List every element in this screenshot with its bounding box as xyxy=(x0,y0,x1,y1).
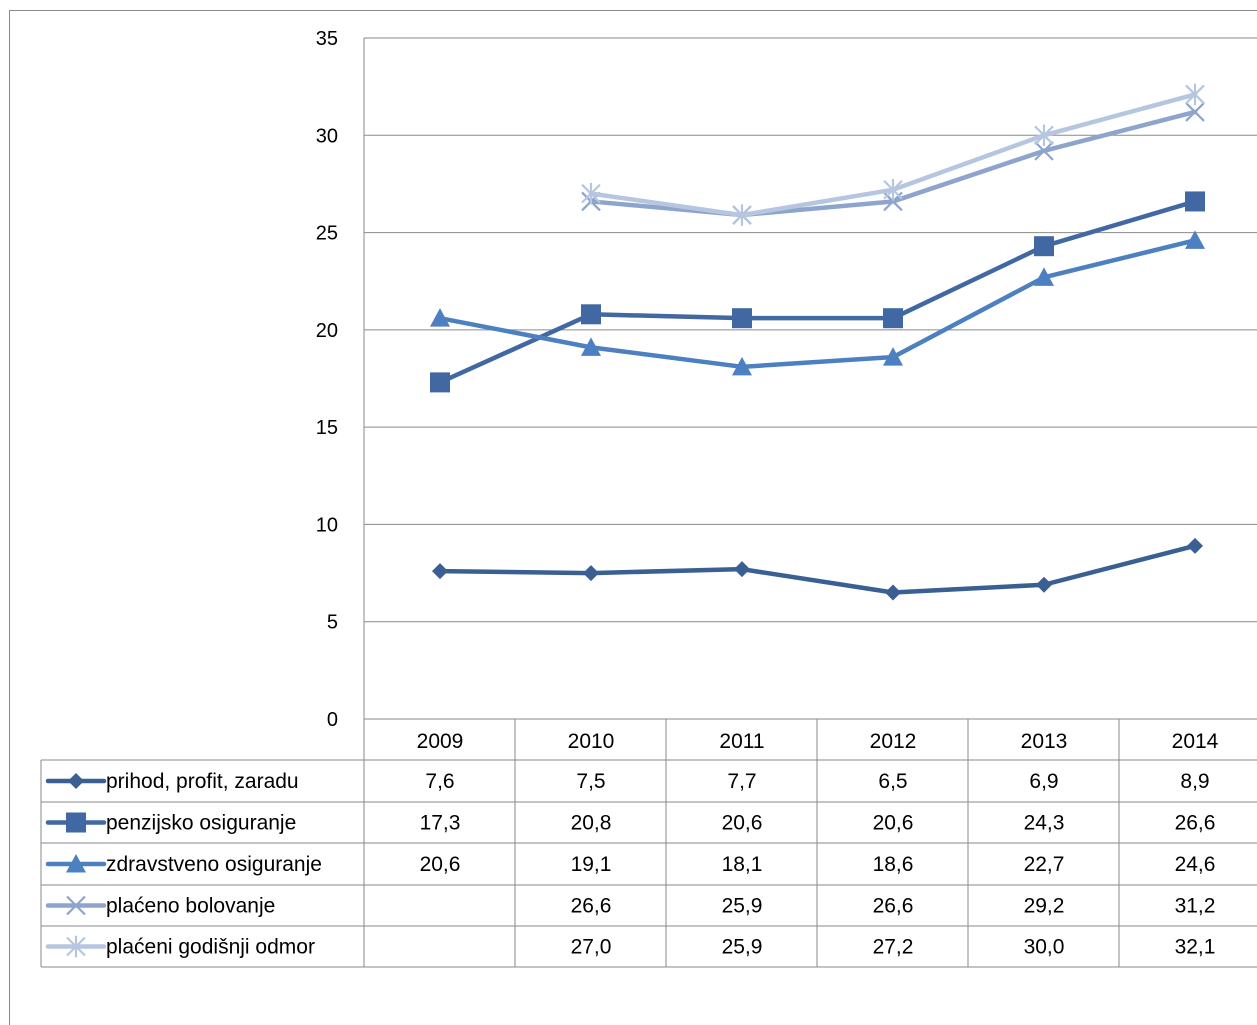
table-cell-value: 6,5 xyxy=(878,770,907,793)
y-tick-label: 5 xyxy=(327,612,338,634)
table-cell-value: 7,6 xyxy=(425,770,454,793)
data-point xyxy=(1185,102,1205,122)
table-cell-value: 29,2 xyxy=(1024,895,1065,918)
table-cell-value: 7,5 xyxy=(576,770,605,793)
data-point xyxy=(1034,124,1054,147)
data-point xyxy=(734,561,750,578)
legend-label: prihod, profit, zaradu xyxy=(106,770,299,793)
y-tick-label: 0 xyxy=(327,709,338,731)
table-cell-value: 19,1 xyxy=(571,853,612,876)
data-point xyxy=(1187,537,1203,554)
data-point xyxy=(732,308,752,329)
data-point xyxy=(885,584,901,601)
table-cell-value: 18,6 xyxy=(873,853,914,876)
table-cell-value: 20,6 xyxy=(420,853,461,876)
table-cell-value: 26,6 xyxy=(571,895,612,918)
x-tick-label: 2011 xyxy=(719,730,764,753)
y-tick-label: 30 xyxy=(316,125,338,147)
data-point xyxy=(1185,191,1205,212)
data-point xyxy=(581,304,601,325)
y-tick-label: 20 xyxy=(316,320,338,342)
data-point xyxy=(432,563,448,580)
legend-key-marker xyxy=(66,895,86,916)
series-4 xyxy=(581,83,1205,226)
table-cell-value: 6,9 xyxy=(1029,770,1058,793)
table-cell-value: 31,2 xyxy=(1175,895,1216,918)
table-cell-value: 27,0 xyxy=(571,936,612,959)
data-point xyxy=(732,204,752,226)
y-axis-tick-labels: 0 5 10 15 20 25 30 35 xyxy=(316,28,338,731)
x-tick-label: 2013 xyxy=(1021,730,1068,753)
data-point xyxy=(583,565,599,582)
table-cell-value: 18,1 xyxy=(722,853,763,876)
legend-label: plaćeni godišnji odmor xyxy=(106,936,315,959)
table-cell-value: 7,7 xyxy=(727,770,756,793)
table-cell-value: 17,3 xyxy=(420,812,461,835)
table-cell-value: 25,9 xyxy=(722,895,763,918)
data-table: 2009 2010 2011 2012 2013 2014 prihod, profit, … xyxy=(40,718,1257,968)
data-point xyxy=(1034,236,1054,257)
data-point xyxy=(581,337,601,356)
gridlines xyxy=(363,37,1257,719)
table-cell-value: 24,3 xyxy=(1024,812,1065,835)
legend-key-marker xyxy=(68,773,84,789)
y-tick-label: 25 xyxy=(316,223,338,245)
x-tick-label: 2012 xyxy=(870,730,917,753)
series-1 xyxy=(430,191,1205,393)
legend-key-marker xyxy=(66,854,86,873)
data-point xyxy=(1034,267,1054,286)
legend-label: zdravstveno osiguranje xyxy=(106,853,322,876)
series-0 xyxy=(432,537,1203,601)
y-tick-label: 15 xyxy=(316,417,338,439)
table-cell-value: 26,6 xyxy=(873,895,914,918)
table-cell-value: 32,1 xyxy=(1175,936,1216,959)
data-point xyxy=(883,347,903,366)
legend-key-marker xyxy=(66,935,86,958)
data-point xyxy=(581,182,601,205)
table-cell-value: 20,6 xyxy=(722,812,763,835)
legend-key-marker xyxy=(66,812,86,833)
table-cell-value: 25,9 xyxy=(722,936,763,959)
chart-frame xyxy=(9,10,1257,1025)
table-cell-value: 20,8 xyxy=(571,812,612,835)
legend-label: penzijsko osiguranje xyxy=(106,812,296,835)
data-point xyxy=(430,372,450,393)
data-point xyxy=(1185,83,1205,106)
table-cell-value: 27,2 xyxy=(873,936,914,959)
y-tick-label: 35 xyxy=(316,28,338,50)
table-cell-value: 26,6 xyxy=(1175,812,1216,835)
data-point xyxy=(732,356,752,376)
series-line xyxy=(437,238,1198,370)
legend-label: plaćeno bolovanje xyxy=(106,895,275,918)
data-point xyxy=(883,178,903,201)
table-cell-value: 8,9 xyxy=(1180,770,1209,793)
data-point xyxy=(883,308,903,329)
x-tick-label: 2014 xyxy=(1172,730,1219,753)
data-point xyxy=(1034,141,1054,161)
data-point xyxy=(430,308,450,327)
x-tick-label: 2009 xyxy=(417,730,464,753)
data-point xyxy=(1185,230,1205,249)
series-line xyxy=(437,543,1198,595)
table-cell-value: 30,0 xyxy=(1024,936,1065,959)
y-tick-label: 10 xyxy=(316,514,338,536)
series-line xyxy=(437,199,1198,385)
table-cell-value: 24,6 xyxy=(1175,853,1216,876)
table-cell-value: 20,6 xyxy=(873,812,914,835)
table-cell-value: 22,7 xyxy=(1024,853,1065,876)
series-lines xyxy=(430,83,1205,601)
x-tick-label: 2010 xyxy=(568,730,615,753)
data-point xyxy=(1036,576,1052,593)
series-2 xyxy=(430,230,1205,376)
